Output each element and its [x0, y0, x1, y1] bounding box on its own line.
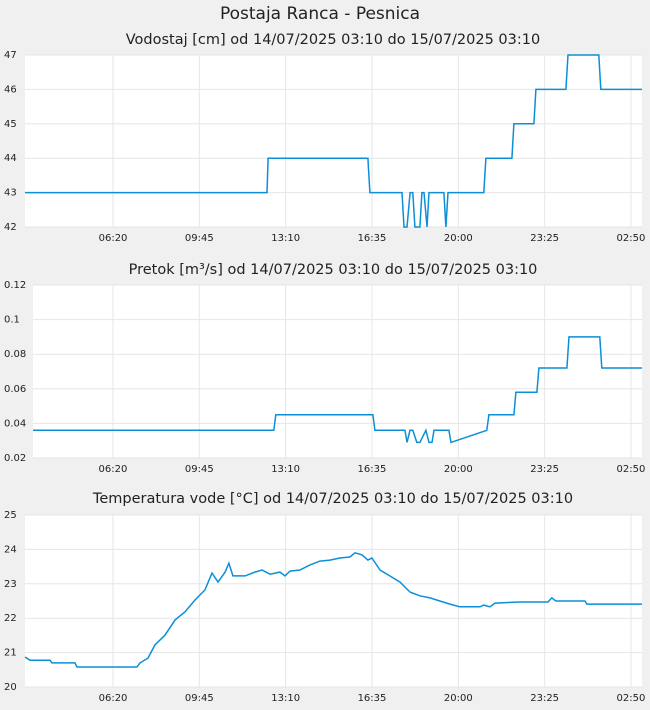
- plot-area: [33, 285, 642, 458]
- data-line: [33, 336, 642, 444]
- chart-title: Pretok [m³/s] od 14/07/2025 03:10 do 15/…: [129, 262, 538, 278]
- x-tick-label: 06:20: [99, 693, 128, 704]
- y-tick-label: 44: [4, 153, 17, 164]
- chart-title: Vodostaj [cm] od 14/07/2025 03:10 do 15/…: [126, 32, 540, 48]
- chart-title: Temperatura vode [°C] od 14/07/2025 03:1…: [92, 491, 573, 507]
- plot-area: [25, 515, 642, 687]
- data-line: [25, 54, 642, 228]
- plot-area: [25, 55, 642, 227]
- x-tick-label: 23:25: [530, 693, 559, 704]
- y-tick-label: 0.06: [4, 384, 26, 395]
- page-title: Postaja Ranca - Pesnica: [220, 4, 420, 24]
- x-tick-label: 02:50: [617, 693, 646, 704]
- x-tick-label: 13:10: [271, 693, 300, 704]
- x-tick-label: 09:45: [185, 693, 214, 704]
- data-line: [24, 551, 642, 668]
- x-tick-label: 16:35: [358, 693, 387, 704]
- x-tick-label: 20:00: [444, 693, 473, 704]
- y-tick-label: 0.08: [4, 349, 26, 360]
- x-tick-label: 20:00: [444, 464, 473, 475]
- y-tick-label: 46: [4, 84, 17, 95]
- x-tick-label: 20:00: [444, 233, 473, 244]
- x-tick-label: 23:25: [530, 233, 559, 244]
- x-tick-label: 13:10: [271, 464, 300, 475]
- x-tick-label: 16:35: [358, 233, 387, 244]
- y-tick-label: 21: [4, 648, 17, 659]
- y-tick-label: 47: [4, 50, 17, 61]
- y-tick-label: 22: [4, 613, 17, 624]
- y-tick-label: 0.1: [4, 315, 20, 326]
- y-tick-label: 24: [4, 544, 17, 555]
- y-tick-label: 0.04: [4, 418, 26, 429]
- y-tick-label: 20: [4, 682, 17, 693]
- y-tick-label: 45: [4, 119, 17, 130]
- x-tick-label: 06:20: [99, 464, 128, 475]
- y-tick-label: 42: [4, 222, 17, 233]
- x-tick-label: 06:20: [99, 233, 128, 244]
- x-tick-label: 09:45: [185, 464, 214, 475]
- y-tick-label: 43: [4, 188, 17, 199]
- x-tick-label: 02:50: [617, 464, 646, 475]
- x-tick-label: 13:10: [271, 233, 300, 244]
- x-tick-label: 16:35: [358, 464, 387, 475]
- x-tick-label: 09:45: [185, 233, 214, 244]
- y-tick-label: 23: [4, 579, 17, 590]
- x-tick-label: 23:25: [530, 464, 559, 475]
- y-tick-label: 0.02: [4, 453, 26, 464]
- y-tick-label: 0.12: [4, 280, 26, 291]
- x-tick-label: 02:50: [617, 233, 646, 244]
- y-tick-label: 25: [4, 510, 17, 521]
